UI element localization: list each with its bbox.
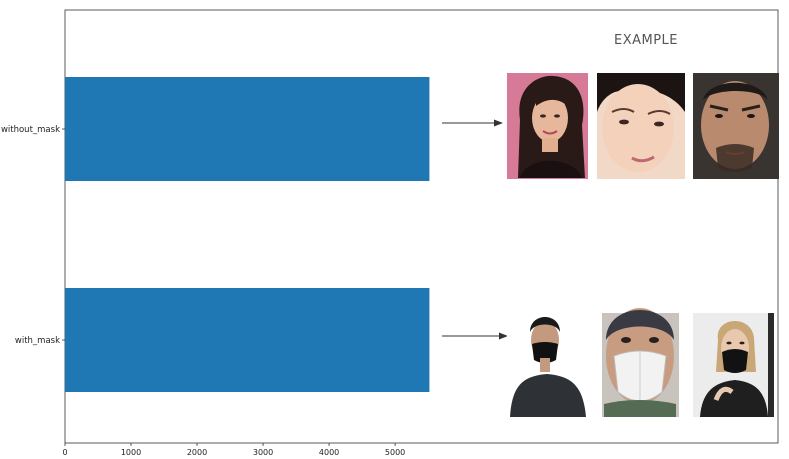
bars-group: [65, 77, 429, 392]
person-woman-black-mask-icon: [693, 313, 774, 417]
bar-with-mask: [65, 288, 429, 392]
face-woman-closeup-icon: [597, 73, 685, 179]
y-axis-labels: without_mask with_mask: [1, 125, 65, 346]
x-tick-label: 2000: [187, 448, 207, 457]
face-man-beard-icon: [693, 73, 779, 179]
x-tick-label: 5000: [385, 448, 405, 457]
y-tick-label: without_mask: [1, 125, 60, 135]
arrow-without-mask: [442, 120, 503, 127]
x-tick-label: 0: [62, 448, 67, 457]
bar-without-mask: [65, 77, 429, 181]
arrow-with-mask: [442, 333, 508, 340]
example-annotation: EXAMPLE: [614, 33, 678, 48]
face-woman-dark-hair-icon: [507, 73, 588, 179]
x-axis-ticks: 0 1000 2000 3000 4000 5000: [62, 443, 405, 457]
person-black-mask-icon: [507, 313, 588, 417]
x-tick-label: 1000: [121, 448, 141, 457]
x-tick-label: 4000: [319, 448, 339, 457]
person-white-respirator-icon: [602, 308, 679, 417]
x-tick-label: 3000: [253, 448, 273, 457]
y-tick-label: with_mask: [15, 336, 60, 346]
